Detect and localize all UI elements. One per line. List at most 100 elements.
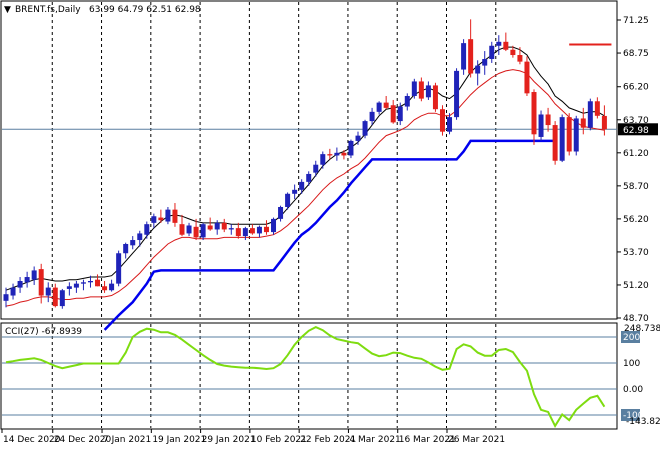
y-tick-label: 63.70 — [623, 116, 649, 126]
bull-candle — [228, 228, 234, 230]
bull-candle — [482, 58, 488, 66]
bear-candle — [580, 118, 586, 128]
y-tick-label: 56.20 — [623, 215, 649, 225]
cci-level-label: 0.00 — [623, 385, 643, 395]
cci-axis: 200 100 0.00 -100 — [621, 331, 644, 421]
bear-candle — [341, 152, 347, 156]
bull-candle — [109, 283, 115, 291]
bear-candle — [601, 115, 607, 130]
bull-candle — [369, 111, 375, 122]
vertical-grid — [51, 2, 497, 428]
bear-candle — [193, 226, 199, 238]
bull-candle — [299, 181, 305, 190]
bull-candle — [355, 135, 361, 141]
x-tick-label: 29 Jan 2021 — [202, 435, 256, 445]
bull-candle — [87, 280, 93, 283]
bull-candle — [59, 290, 65, 307]
y-tick-label: 61.20 — [623, 149, 649, 159]
y-tick-label: 71.25 — [623, 16, 649, 26]
bull-candle — [489, 45, 495, 59]
symbol-dropdown-icon[interactable]: ▼ — [4, 5, 11, 15]
bear-candle — [327, 154, 333, 156]
bear-candle — [52, 287, 58, 307]
price-panel-frame — [0, 0, 618, 320]
bull-candle — [285, 193, 291, 207]
bear-candle — [552, 125, 558, 161]
bull-candle — [116, 253, 122, 284]
bear-candle — [390, 105, 396, 123]
bull-candle — [397, 106, 403, 122]
bear-candle — [545, 114, 551, 126]
y-tick-label: 51.20 — [623, 281, 649, 291]
bear-candle — [249, 228, 255, 234]
bull-candle — [31, 270, 37, 280]
bull-candle — [320, 154, 326, 165]
slow-moving-average — [5, 69, 605, 307]
bull-candle — [17, 280, 23, 288]
bear-candle — [566, 117, 572, 152]
support-line — [103, 139, 556, 331]
bear-candle — [95, 279, 101, 287]
y-tick-label: 68.75 — [623, 49, 649, 59]
x-tick-label: 16 Mar 2021 — [399, 435, 456, 445]
bull-candle — [200, 224, 206, 238]
x-tick-label: 7 Jan 2021 — [103, 435, 151, 445]
cci-level-label: 200 — [623, 333, 640, 343]
bear-candle — [158, 217, 164, 221]
bull-candle — [123, 243, 129, 254]
bull-candle — [425, 85, 431, 98]
bull-candle — [376, 102, 382, 112]
bull-candle — [587, 101, 593, 128]
bear-candle — [594, 101, 600, 116]
x-tick-label: 19 Jan 2021 — [152, 435, 206, 445]
symbol-label: BRENT.fs,Daily — [15, 5, 81, 15]
bull-candle — [151, 216, 157, 223]
bull-candle — [256, 226, 262, 234]
cci-series — [5, 325, 606, 428]
bear-candle — [503, 41, 509, 50]
bull-candle — [292, 189, 298, 194]
bull-candle — [137, 233, 143, 241]
bear-candle — [235, 228, 241, 237]
bull-candle — [362, 121, 368, 136]
bear-candle — [179, 224, 185, 235]
bull-candle — [214, 222, 220, 230]
bull-candle — [496, 41, 502, 46]
bear-candle — [432, 85, 438, 110]
bear-candle — [524, 61, 530, 94]
x-tick-label: 26 Mar 2021 — [448, 435, 505, 445]
y-tick-label: 58.70 — [623, 182, 649, 192]
bull-candle — [559, 117, 565, 161]
bull-candle — [447, 117, 453, 132]
bull-candle — [411, 81, 417, 96]
cci-levels — [2, 336, 617, 416]
bull-candle — [80, 282, 86, 284]
cci-line — [5, 325, 606, 428]
x-tick-label: 14 Dec 2020 — [3, 435, 61, 445]
bull-candle — [165, 209, 171, 222]
bear-candle — [418, 81, 424, 99]
bull-candle — [475, 65, 481, 74]
bear-candle — [263, 226, 269, 233]
bull-candle — [3, 294, 9, 301]
cci-level-label: 100 — [623, 359, 640, 369]
ohlc-values: 63.99 64.79 62.51 62.98 — [89, 5, 201, 15]
x-tick-label: 4 Mar 2021 — [349, 435, 400, 445]
bull-candle — [144, 224, 150, 235]
bull-candle — [10, 287, 16, 296]
bull-candle — [454, 70, 460, 118]
bull-candle — [573, 118, 579, 152]
bull-candle — [242, 228, 248, 237]
cci-level-box — [621, 409, 640, 421]
bull-candle — [45, 287, 51, 296]
y-tick-label: 66.20 — [623, 83, 649, 93]
bear-candle — [517, 55, 523, 62]
y-tick-label: 53.70 — [623, 248, 649, 258]
bull-candle — [73, 283, 79, 288]
bear-candle — [531, 92, 537, 135]
bull-candle — [186, 225, 192, 234]
bull-candle — [278, 206, 284, 219]
